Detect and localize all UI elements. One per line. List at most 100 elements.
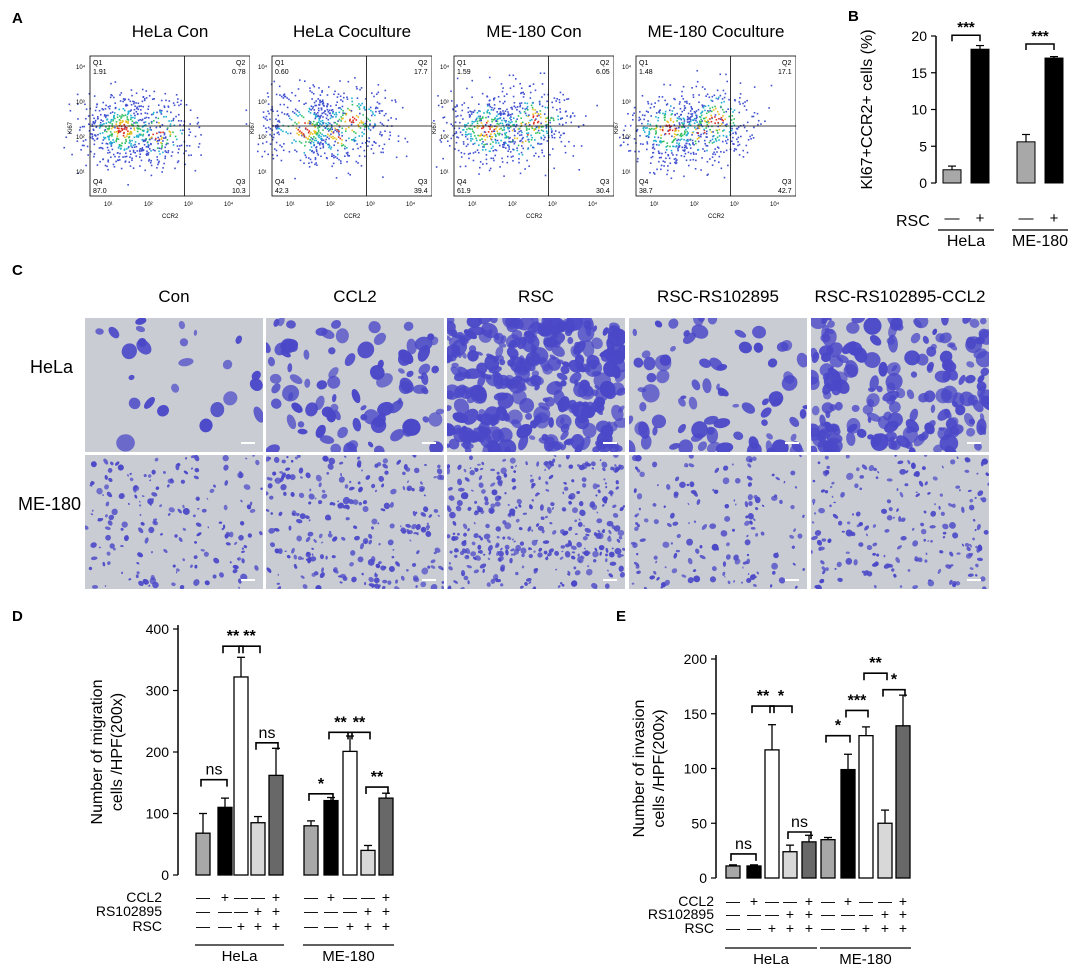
flow-dot bbox=[528, 165, 530, 168]
flow-dot bbox=[705, 121, 708, 123]
stained-cell bbox=[943, 409, 952, 419]
flow-dot bbox=[107, 121, 110, 123]
significance-label: *** bbox=[957, 19, 975, 36]
flow-dot bbox=[652, 140, 655, 142]
stained-cell bbox=[266, 444, 280, 452]
flow-dot bbox=[726, 123, 728, 126]
quadrant-value: 42.3 bbox=[275, 188, 289, 195]
stained-cell bbox=[621, 554, 624, 557]
flow-dot bbox=[158, 139, 161, 142]
stained-cell bbox=[783, 371, 795, 384]
flow-dot bbox=[314, 116, 317, 118]
stained-cell bbox=[495, 526, 502, 532]
flow-dot bbox=[139, 156, 141, 158]
flow-dot bbox=[671, 129, 674, 132]
flow-dot bbox=[321, 122, 324, 124]
factor-sign: — bbox=[324, 918, 338, 934]
stained-cell bbox=[802, 514, 805, 519]
flow-dot bbox=[707, 119, 709, 122]
flow-dot bbox=[664, 161, 666, 163]
flow-dot bbox=[665, 157, 667, 160]
flow-dot bbox=[704, 105, 707, 108]
flow-dot bbox=[665, 104, 668, 106]
flow-dot bbox=[389, 131, 391, 134]
flow-dot bbox=[720, 123, 723, 125]
flow-dot bbox=[508, 130, 511, 133]
flow-dot bbox=[118, 159, 121, 161]
flow-dot bbox=[502, 110, 504, 112]
flow-dot bbox=[686, 118, 689, 121]
stained-cell bbox=[540, 516, 545, 521]
flow-dot bbox=[738, 111, 741, 114]
flow-dot bbox=[720, 116, 723, 119]
stained-cell bbox=[453, 398, 470, 415]
stained-cell bbox=[392, 549, 395, 551]
flow-dot bbox=[476, 139, 478, 142]
flow-dot bbox=[302, 116, 305, 119]
stained-cell bbox=[560, 365, 570, 375]
flow-dot bbox=[311, 133, 314, 135]
flow-dot bbox=[149, 126, 152, 129]
stained-cell bbox=[766, 433, 773, 440]
stained-cell bbox=[465, 548, 471, 555]
micrograph-column-label: RSC bbox=[518, 287, 554, 306]
flow-dot bbox=[335, 177, 338, 179]
significance-bracket bbox=[308, 793, 334, 801]
flow-dot bbox=[705, 136, 708, 138]
stained-cell bbox=[861, 570, 866, 574]
flow-dot bbox=[112, 116, 115, 119]
flow-dot bbox=[110, 118, 113, 121]
stained-cell bbox=[500, 583, 504, 587]
flow-dot bbox=[481, 127, 483, 130]
flow-dot bbox=[124, 142, 127, 144]
flow-dot bbox=[363, 149, 366, 152]
bar bbox=[268, 774, 284, 876]
stained-cell bbox=[325, 458, 329, 462]
flow-dot bbox=[147, 152, 150, 154]
flow-dot bbox=[544, 136, 546, 139]
flow-dot bbox=[627, 143, 629, 146]
flow-dot bbox=[362, 123, 365, 126]
flow-dot bbox=[489, 167, 492, 170]
flow-dot bbox=[324, 113, 327, 115]
flow-dot bbox=[713, 134, 715, 137]
stained-cell bbox=[128, 374, 135, 381]
stained-cell bbox=[605, 558, 608, 563]
flow-dot bbox=[158, 147, 161, 150]
stained-cell bbox=[421, 526, 425, 531]
significance-label: * bbox=[835, 718, 842, 735]
flow-dot bbox=[481, 134, 484, 137]
flow-dot bbox=[347, 80, 350, 83]
stained-cell bbox=[420, 512, 427, 517]
y-tick-label: 400 bbox=[146, 621, 170, 637]
stained-cell bbox=[570, 555, 576, 560]
flow-dot bbox=[157, 142, 159, 145]
stained-cell bbox=[204, 580, 210, 586]
flow-dot bbox=[459, 131, 462, 134]
flow-dot bbox=[130, 145, 132, 147]
flow-dot bbox=[506, 155, 509, 158]
stained-cell bbox=[826, 465, 830, 470]
stained-cell bbox=[239, 520, 245, 526]
stained-cell bbox=[311, 547, 314, 550]
flow-dot bbox=[311, 98, 313, 100]
flow-dot bbox=[532, 122, 535, 125]
flow-dot bbox=[456, 105, 458, 108]
stained-cell bbox=[307, 531, 314, 537]
stained-cell bbox=[687, 502, 690, 506]
stained-cell bbox=[270, 512, 274, 515]
flow-dot bbox=[707, 111, 710, 113]
flow-dot bbox=[110, 127, 113, 130]
stained-cell bbox=[340, 472, 343, 477]
significance-label: ns bbox=[791, 814, 808, 831]
flow-dot bbox=[456, 136, 458, 138]
group-label: ME-180 bbox=[839, 951, 892, 968]
stained-cell bbox=[900, 535, 907, 541]
stained-cell bbox=[686, 483, 690, 487]
scale-bar bbox=[241, 442, 255, 444]
flow-dot bbox=[521, 153, 524, 156]
flow-dot bbox=[86, 145, 89, 148]
stained-cell bbox=[297, 428, 308, 435]
flow-dot bbox=[295, 127, 298, 130]
